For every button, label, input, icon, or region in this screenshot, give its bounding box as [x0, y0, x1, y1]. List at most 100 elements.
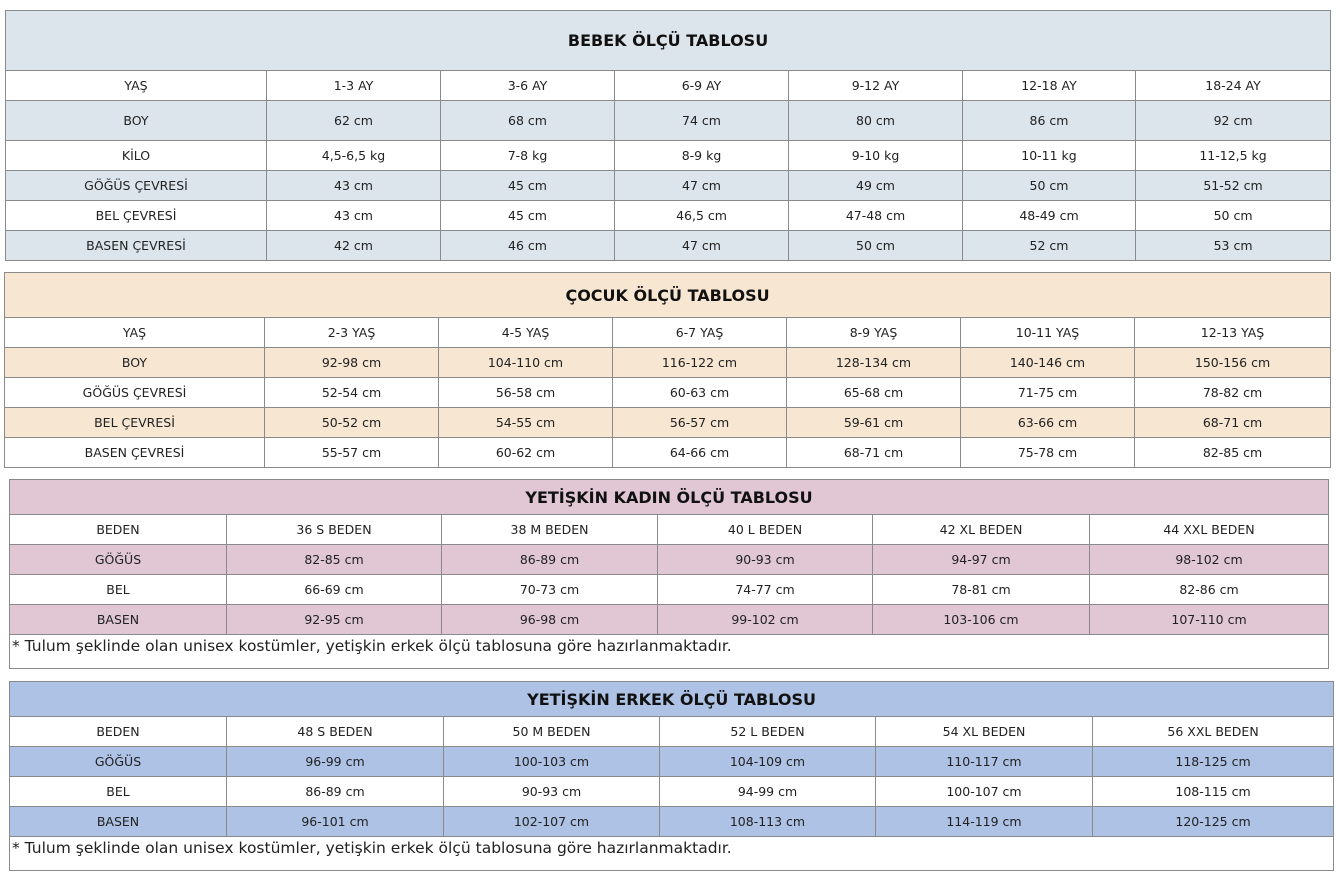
- column-header: 6-7 YAŞ: [612, 317, 787, 348]
- table-cell: 68 cm: [440, 100, 615, 141]
- row-label: YAŞ: [4, 317, 265, 348]
- table-cell: 108-115 cm: [1091, 776, 1335, 807]
- table-cell: 100-107 cm: [875, 776, 1093, 807]
- table-cell: 116-122 cm: [612, 347, 787, 378]
- note-row: * Tulum şeklinde olan unisex kostümler, …: [8, 634, 1330, 669]
- column-header: 12-18 AY: [962, 70, 1136, 101]
- table-cell: 50-52 cm: [264, 407, 439, 438]
- table-title: YETİŞKİN KADIN ÖLÇÜ TABLOSU: [8, 479, 1330, 515]
- table-cell: 8-9 kg: [614, 140, 789, 171]
- header-row: YAŞ 1-3 AY 3-6 AY 6-9 AY 9-12 AY 12-18 AY 18-2…: [5, 70, 1332, 101]
- table-row: BOY 92-98 cm 104-110 cm 116-122 cm 128-134 c…: [4, 347, 1332, 378]
- header-row: BEDEN 36 S BEDEN 38 M BEDEN 40 L BEDEN 42 XL…: [9, 514, 1330, 545]
- title-row: BEBEK ÖLÇÜ TABLOSU: [4, 10, 1332, 71]
- column-header: 2-3 YAŞ: [264, 317, 439, 348]
- table-cell: 86 cm: [962, 100, 1136, 141]
- table-cell: 46 cm: [440, 230, 615, 261]
- column-header: 42 XL BEDEN: [872, 514, 1090, 545]
- table-cell: 70-73 cm: [441, 574, 658, 605]
- row-label: BOY: [5, 100, 267, 141]
- column-header: 6-9 AY: [614, 70, 789, 101]
- table-cell: 102-107 cm: [443, 806, 660, 837]
- column-header: 36 S BEDEN: [226, 514, 442, 545]
- erkek-size-table: YETİŞKİN ERKEK ÖLÇÜ TABLOSU BEDEN 48 S BED…: [8, 681, 1335, 871]
- table-cell: 150-156 cm: [1133, 347, 1332, 378]
- table-cell: 92 cm: [1134, 100, 1332, 141]
- table-cell: 118-125 cm: [1091, 746, 1335, 777]
- table-cell: 47-48 cm: [788, 200, 963, 231]
- table-cell: 47 cm: [614, 230, 789, 261]
- table-cell: 9-10 kg: [788, 140, 963, 171]
- table-cell: 68-71 cm: [786, 437, 961, 468]
- table-cell: 47 cm: [614, 170, 789, 201]
- row-label: BEDEN: [9, 716, 227, 747]
- column-header: 48 S BEDEN: [226, 716, 444, 747]
- header-row: YAŞ 2-3 YAŞ 4-5 YAŞ 6-7 YAŞ 8-9 YAŞ 10-11 YAŞ…: [4, 317, 1332, 348]
- table-cell: 92-98 cm: [264, 347, 439, 378]
- column-header: 10-11 YAŞ: [960, 317, 1135, 348]
- column-header: 44 XXL BEDEN: [1088, 514, 1330, 545]
- table-row: BASEN 92-95 cm 96-98 cm 99-102 cm 103-106 cm…: [9, 604, 1330, 635]
- table-cell: 74-77 cm: [657, 574, 873, 605]
- bebek-table: BEBEK ÖLÇÜ TABLOSU YAŞ 1-3 AY 3-6 AY 6-9 AY 9…: [4, 10, 1332, 261]
- table-row: BASEN ÇEVRESİ 42 cm 46 cm 47 cm 50 cm 52 cm 53…: [5, 230, 1332, 261]
- row-label: GÖĞÜS ÇEVRESİ: [5, 170, 267, 201]
- footnote: * Tulum şeklinde olan unisex kostümler, …: [8, 836, 1335, 871]
- row-label: GÖĞÜS ÇEVRESİ: [4, 377, 265, 408]
- row-label: BASEN ÇEVRESİ: [5, 230, 267, 261]
- row-label: GÖĞÜS: [9, 544, 227, 575]
- row-label: KİLO: [5, 140, 267, 171]
- table-cell: 78-81 cm: [872, 574, 1090, 605]
- table-cell: 92-95 cm: [226, 604, 442, 635]
- column-header: 56 XXL BEDEN: [1091, 716, 1335, 747]
- table-row: BEL 86-89 cm 90-93 cm 94-99 cm 100-107 cm 108…: [9, 776, 1335, 807]
- bebek-size-table: BEBEK ÖLÇÜ TABLOSU YAŞ 1-3 AY 3-6 AY 6-9 AY 9…: [4, 10, 1332, 261]
- erkek-table: YETİŞKİN ERKEK ÖLÇÜ TABLOSU BEDEN 48 S BED…: [8, 681, 1335, 871]
- table-cell: 43 cm: [266, 170, 441, 201]
- table-row: BEL ÇEVRESİ 50-52 cm 54-55 cm 56-57 cm 59-61…: [4, 407, 1332, 438]
- table-cell: 49 cm: [788, 170, 963, 201]
- table-cell: 50 cm: [962, 170, 1136, 201]
- table-title: BEBEK ÖLÇÜ TABLOSU: [4, 10, 1332, 71]
- table-cell: 75-78 cm: [960, 437, 1135, 468]
- table-cell: 71-75 cm: [960, 377, 1135, 408]
- table-cell: 96-101 cm: [226, 806, 444, 837]
- table-cell: 66-69 cm: [226, 574, 442, 605]
- table-cell: 98-102 cm: [1088, 544, 1330, 575]
- row-label: BASEN ÇEVRESİ: [4, 437, 265, 468]
- row-label: BEL ÇEVRESİ: [5, 200, 267, 231]
- table-cell: 54-55 cm: [438, 407, 613, 438]
- column-header: 4-5 YAŞ: [438, 317, 613, 348]
- table-cell: 104-109 cm: [659, 746, 876, 777]
- table-cell: 46,5 cm: [614, 200, 789, 231]
- table-cell: 65-68 cm: [786, 377, 961, 408]
- table-cell: 62 cm: [266, 100, 441, 141]
- table-cell: 99-102 cm: [657, 604, 873, 635]
- table-cell: 64-66 cm: [612, 437, 787, 468]
- row-label: BOY: [4, 347, 265, 378]
- table-cell: 104-110 cm: [438, 347, 613, 378]
- table-cell: 96-98 cm: [441, 604, 658, 635]
- kadin-table: YETİŞKİN KADIN ÖLÇÜ TABLOSU BEDEN 36 S BED…: [8, 479, 1330, 669]
- table-cell: 82-86 cm: [1088, 574, 1330, 605]
- table-cell: 108-113 cm: [659, 806, 876, 837]
- table-row: GÖĞÜS 82-85 cm 86-89 cm 90-93 cm 94-97 cm 98-…: [9, 544, 1330, 575]
- table-title: YETİŞKİN ERKEK ÖLÇÜ TABLOSU: [8, 681, 1335, 717]
- table-cell: 4,5-6,5 kg: [266, 140, 441, 171]
- table-cell: 51-52 cm: [1134, 170, 1332, 201]
- table-cell: 53 cm: [1134, 230, 1332, 261]
- table-cell: 56-58 cm: [438, 377, 613, 408]
- table-cell: 68-71 cm: [1133, 407, 1332, 438]
- title-row: ÇOCUK ÖLÇÜ TABLOSU: [3, 272, 1332, 318]
- table-cell: 11-12,5 kg: [1134, 140, 1332, 171]
- table-cell: 55-57 cm: [264, 437, 439, 468]
- footnote: * Tulum şeklinde olan unisex kostümler, …: [8, 634, 1330, 669]
- table-cell: 45 cm: [440, 170, 615, 201]
- table-cell: 100-103 cm: [443, 746, 660, 777]
- table-cell: 50 cm: [1134, 200, 1332, 231]
- title-row: YETİŞKİN ERKEK ÖLÇÜ TABLOSU: [8, 681, 1335, 717]
- column-header: 38 M BEDEN: [441, 514, 658, 545]
- row-label: BEL ÇEVRESİ: [4, 407, 265, 438]
- column-header: 40 L BEDEN: [657, 514, 873, 545]
- row-label: GÖĞÜS: [9, 746, 227, 777]
